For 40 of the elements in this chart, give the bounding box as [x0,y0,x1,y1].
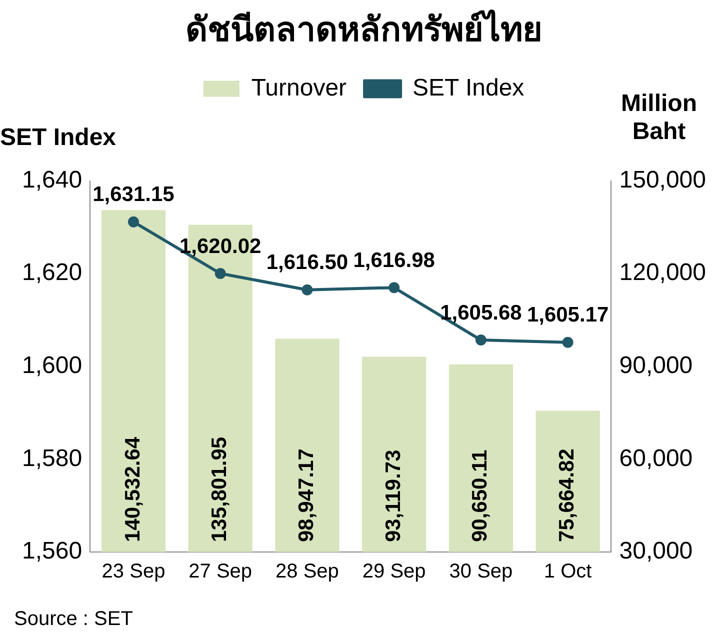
y2-tick-label: 150,000 [619,166,706,194]
legend-label: SET Index [412,74,524,102]
y-tick-label: 1,600 [22,352,82,380]
y2-tick-label: 120,000 [619,259,706,286]
point [128,216,139,228]
y-tick-label: 1,560 [22,538,82,565]
x-tick-label: 29 Sep [362,560,426,583]
data-label: 135,801.95 [208,436,232,542]
data-label: 1,616.50 [266,251,348,274]
data-label: 75,664.82 [556,448,579,542]
point [214,268,226,280]
x-tick-label: 30 Sep [449,560,513,583]
data-label: 93,119.73 [382,450,405,542]
data-label: 1,605.17 [526,304,609,327]
point [302,284,313,296]
y-tick-label: 1,580 [22,444,82,472]
data-label: 90,650.11 [468,449,492,542]
data-label: 1,631.15 [92,183,175,206]
x-tick-label: 28 Sep [276,560,339,583]
data-label: 1,620.02 [179,234,262,258]
y-tick-label: 1,640 [22,166,82,194]
source-note: Source : SET [14,608,133,631]
y2-tick-label: 30,000 [619,538,693,565]
point [388,282,400,294]
point [475,334,486,346]
legend-label: Turnover [251,74,347,102]
y2-tick-label: 90,000 [619,352,693,380]
data-label: 98,947.17 [295,448,318,542]
y2-axis-title: Million Baht [620,90,698,146]
data-label: 140,532.64 [121,436,144,542]
y2-tick-label: 60,000 [619,444,693,472]
x-tick-label: 23 Sep [102,560,166,583]
y-tick-label: 1,620 [22,259,82,286]
x-tick-label: 27 Sep [188,560,252,583]
y-axis-title: SET Index [0,124,116,152]
data-label: 1,616.98 [353,248,436,272]
x-tick-label: 1 Oct [544,560,592,583]
data-label: 1,605.68 [440,301,522,324]
chart-title: ดัชนีตลาดหลักทรัพย์ไทย [186,9,542,50]
point [562,336,574,348]
